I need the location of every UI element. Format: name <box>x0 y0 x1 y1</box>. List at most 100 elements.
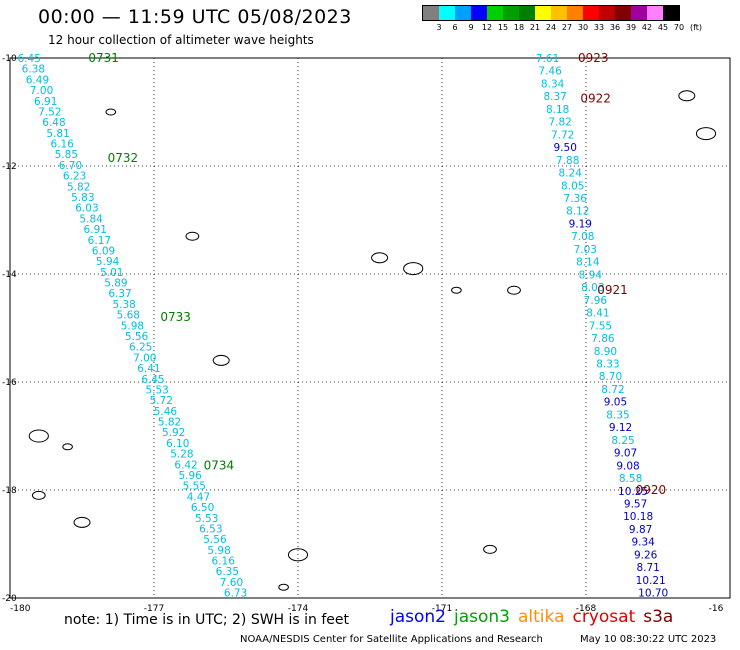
wave-height-value: 8.12 <box>566 206 589 218</box>
color-scale-label: 42 <box>641 23 653 32</box>
wave-height-value: 10.70 <box>638 588 668 600</box>
color-swatch <box>631 6 647 20</box>
island-outline <box>695 127 717 141</box>
wave-height-value: 6.48 <box>42 117 65 129</box>
wave-height-value: 8.03 <box>581 282 604 294</box>
wave-height-value: 8.71 <box>636 562 659 574</box>
island-outline <box>62 443 73 451</box>
island-outline <box>105 108 117 116</box>
color-swatch <box>599 6 615 20</box>
wave-height-value: 7.00 <box>30 85 53 97</box>
wave-height-value: 5.68 <box>117 310 140 322</box>
wave-height-value: 5.01 <box>100 267 123 279</box>
wave-height-value: 9.87 <box>629 524 652 536</box>
pass-time-label: 0923 <box>578 51 609 65</box>
color-swatch <box>455 6 471 20</box>
color-swatch <box>647 6 663 20</box>
color-swatch <box>519 6 535 20</box>
island-outline <box>403 262 424 276</box>
wave-height-value: 6.70 <box>59 160 82 172</box>
color-scale-swatches <box>422 5 680 21</box>
x-tick-label: -16 <box>709 604 724 614</box>
y-tick-label: -20 <box>2 594 17 604</box>
x-tick-label: -180 <box>10 604 31 614</box>
pass-time-label: 0732 <box>108 151 139 165</box>
wave-height-value: 5.98 <box>121 320 144 332</box>
wave-height-value: 5.96 <box>178 470 202 482</box>
wave-height-value: 8.37 <box>543 91 566 103</box>
wave-height-value: 7.08 <box>571 231 594 243</box>
color-swatch <box>615 6 631 20</box>
wave-height-value: 6.45 <box>141 374 164 386</box>
wave-height-value: 10.18 <box>623 511 653 523</box>
wave-height-value: 7.61 <box>536 53 559 65</box>
color-scale-label: 9 <box>468 23 474 32</box>
wave-height-value: 9.08 <box>616 460 639 472</box>
pass-time-label: 0733 <box>160 310 191 324</box>
wave-height-value: 6.73 <box>224 588 247 600</box>
pass-time-label: 0922 <box>580 92 611 106</box>
wave-height-value: 7.00 <box>133 352 156 364</box>
wave-height-value: 6.16 <box>212 556 236 568</box>
island-outline <box>287 548 309 562</box>
wave-height-value: 5.53 <box>145 384 168 396</box>
y-tick-label: -10 <box>2 54 17 64</box>
color-scale-label: 45 <box>657 23 669 32</box>
wave-height-value: 6.49 <box>26 74 49 86</box>
wave-height-value: 6.09 <box>92 245 115 257</box>
color-scale-label: 24 <box>545 23 557 32</box>
wave-height-value: 5.85 <box>55 149 78 161</box>
color-swatch <box>535 6 551 20</box>
wave-height-value: 9.05 <box>604 397 627 409</box>
wave-height-value: 8.25 <box>611 435 634 447</box>
island-outline <box>507 285 521 295</box>
island-outline <box>451 286 462 294</box>
wave-height-value: 5.83 <box>71 192 94 204</box>
color-scale-label: 18 <box>513 23 525 32</box>
wave-height-value: 8.33 <box>596 358 619 370</box>
island-outline <box>73 516 91 528</box>
color-swatch <box>503 6 519 20</box>
color-swatch <box>471 6 487 20</box>
wave-height-value: 6.42 <box>174 459 197 471</box>
wave-height-value: 8.70 <box>599 371 622 383</box>
wave-height-value: 8.94 <box>579 269 603 281</box>
wave-height-value: 5.38 <box>112 299 135 311</box>
wave-height-value: 5.56 <box>203 534 227 546</box>
wave-height-value: 9.07 <box>614 448 637 460</box>
pass-time-label: 0920 <box>636 483 667 497</box>
color-swatch <box>439 6 455 20</box>
wave-height-value: 9.12 <box>609 422 632 434</box>
wave-height-value: 8.72 <box>601 384 624 396</box>
wave-height-value: 10.25 <box>618 486 648 498</box>
wave-height-value: 5.82 <box>67 181 90 193</box>
color-scale-unit: (ft) <box>689 23 703 32</box>
island-outline <box>31 490 46 500</box>
page-title: 00:00 — 11:59 UTC 05/08/2023 <box>38 6 352 28</box>
wave-height-value: 7.55 <box>589 320 612 332</box>
wave-height-value: 8.34 <box>541 78 565 90</box>
island-outline <box>371 252 389 264</box>
color-swatch <box>423 6 439 20</box>
color-scale-label: 15 <box>497 23 509 32</box>
wave-height-value: 5.98 <box>207 545 230 557</box>
pass-time-label: 0921 <box>597 283 628 297</box>
color-scale-label: 70 <box>673 23 685 32</box>
wave-height-value: 9.57 <box>624 499 647 511</box>
x-tick-label: -171 <box>432 604 452 614</box>
color-swatch <box>583 6 599 20</box>
units-note: note: 1) Time is in UTC; 2) SWH is in fe… <box>64 612 350 628</box>
wave-height-value: 6.53 <box>199 523 222 535</box>
x-tick-label: -168 <box>576 604 597 614</box>
color-scale-legend: 3 6 9 12 15 18 21 24 27 30 33 36 39 42 45 70 (ft) <box>422 5 702 33</box>
wave-height-value: 7.03 <box>574 244 597 256</box>
color-scale-label: 33 <box>593 23 605 32</box>
wave-height-value: 8.58 <box>619 473 642 485</box>
map-frame <box>9 57 731 599</box>
wave-height-value: 8.90 <box>594 346 617 358</box>
x-tick-label: -174 <box>288 604 309 614</box>
wave-height-value: 8.18 <box>546 104 569 116</box>
color-scale-label: 39 <box>625 23 637 32</box>
wave-height-value: 9.34 <box>631 537 655 549</box>
island-outline <box>483 544 497 554</box>
